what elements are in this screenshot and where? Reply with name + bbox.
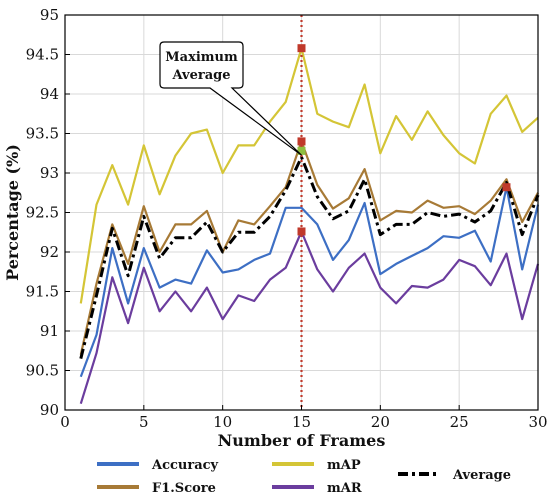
x-tick-label: 15	[292, 413, 311, 431]
highlight-marker	[502, 183, 511, 192]
x-tick-label: 20	[371, 413, 390, 431]
highlight-marker	[297, 227, 306, 236]
series-line-accuracy	[79, 186, 540, 378]
series-line-f1-score	[79, 140, 539, 355]
y-tick-label: 93.5	[26, 125, 59, 143]
legend-label-f1-score: F1.Score	[152, 481, 216, 496]
highlight-marker	[297, 137, 306, 146]
highlight-marker	[297, 146, 306, 155]
annotation-line-1: Maximum	[165, 50, 238, 65]
series-line-mar	[79, 230, 540, 405]
series-line-map	[79, 47, 539, 304]
y-tick-label: 92.5	[26, 204, 59, 222]
x-tick-label: 30	[528, 413, 547, 431]
y-axis-label: Percentage (%)	[3, 144, 22, 281]
y-tick-label: 95	[40, 6, 59, 24]
y-tick-label: 90.5	[26, 362, 59, 380]
y-tick-label: 91.5	[26, 283, 59, 301]
legend-label-average: Average	[452, 468, 511, 483]
highlight-marker	[297, 44, 306, 53]
y-tick-label: 90	[40, 401, 59, 419]
x-tick-label: 25	[450, 413, 469, 431]
series-layer	[79, 47, 540, 405]
y-tick-label: 94.5	[26, 46, 59, 64]
y-tick-label: 92	[40, 243, 59, 261]
callout-box	[159, 41, 302, 156]
highlight-layer	[297, 15, 511, 410]
y-tick-label: 93	[40, 164, 59, 182]
y-tick-label: 91	[40, 322, 59, 340]
legend: Accuracy F1.Score mAP mAR Average	[97, 458, 511, 496]
x-tick-label: 10	[213, 413, 232, 431]
tick-labels: 0 5 10 15 20 25 30 90 90.5 91 91.5 92 92.5 93 93.5 94 94…	[26, 6, 548, 431]
legend-label-mar: mAR	[327, 481, 362, 496]
x-axis-label: Number of Frames	[218, 431, 386, 450]
series-line-average	[79, 155, 540, 359]
legend-label-accuracy: Accuracy	[151, 458, 219, 473]
y-tick-label: 94	[40, 85, 59, 103]
legend-label-map: mAP	[327, 458, 361, 473]
x-tick-label: 0	[60, 413, 70, 431]
annotation-line-2: Average	[171, 68, 230, 83]
x-tick-label: 5	[139, 413, 149, 431]
maximum-average-annotation: Maximum Average	[159, 41, 302, 156]
